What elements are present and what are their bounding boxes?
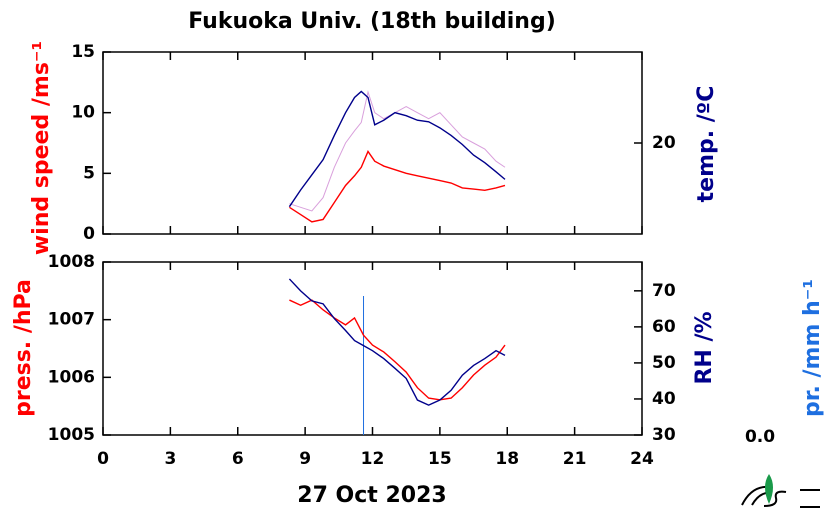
series-line [289, 90, 506, 212]
x-tick-label: 24 [630, 449, 654, 469]
x-axis-label: 27 Oct 2023 [297, 483, 446, 508]
y-tick-label: 10 [71, 103, 95, 123]
y2-tick-label: 20 [652, 133, 676, 153]
logo [741, 474, 820, 508]
series-line [289, 150, 506, 223]
y2-tick-label: 30 [652, 425, 676, 445]
chart-title: Fukuoka Univ. (18th building) [188, 9, 556, 34]
y-tick-label: 1008 [48, 252, 95, 272]
y2-tick-label: 50 [652, 353, 676, 373]
y-axis-label: press. /hPa [11, 279, 36, 417]
y2-tick-label: 60 [652, 317, 676, 337]
series-line [288, 90, 506, 208]
x-tick-label: 12 [361, 449, 385, 469]
y3-axis-label: pr. /mm h⁻¹ [800, 279, 825, 417]
plot-frame [102, 261, 643, 436]
x-tick-label: 9 [299, 449, 311, 469]
y2-axis-label: RH /% [692, 311, 717, 384]
y-tick-label: 1006 [48, 367, 95, 387]
y-tick-label: 5 [83, 163, 95, 183]
y-tick-label: 0 [83, 224, 95, 244]
series-line [289, 299, 506, 401]
y-tick-label: 1005 [48, 425, 95, 445]
plot-frame [102, 51, 643, 235]
y2-tick-label: 40 [652, 389, 676, 409]
x-tick-label: 0 [97, 449, 109, 469]
y-tick-label: 15 [71, 42, 95, 62]
y3-tick-label: 0.0 [745, 427, 775, 447]
x-tick-label: 6 [232, 449, 244, 469]
x-tick-label: 21 [563, 449, 587, 469]
y2-axis-label: temp. /ºC [694, 86, 719, 203]
y-tick-label: 1007 [48, 310, 95, 330]
series-line [288, 278, 506, 406]
x-tick-label: 15 [428, 449, 452, 469]
y-axis-label: wind speed /ms⁻¹ [29, 41, 54, 255]
x-tick-label: 18 [495, 449, 519, 469]
y2-tick-label: 70 [652, 281, 676, 301]
x-tick-label: 3 [164, 449, 176, 469]
